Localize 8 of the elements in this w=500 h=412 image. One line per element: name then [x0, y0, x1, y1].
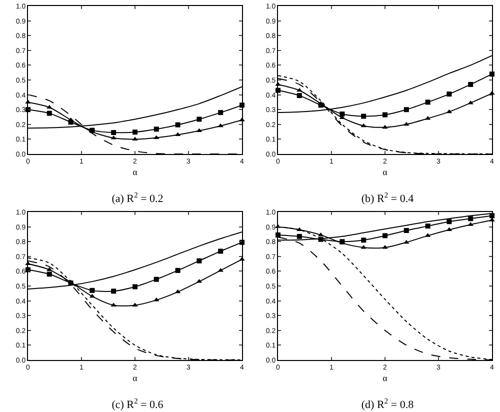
x-axis-title: α [132, 167, 138, 178]
x-axis-title: α [382, 373, 388, 384]
x-axis-title: α [132, 373, 138, 384]
x-axis-title: α [382, 167, 388, 178]
text: (a) R$^{2}$ = 0.2 [112, 190, 164, 205]
text: (d) R$^{2}$ = 0.8 [361, 396, 414, 411]
text: (c) R$^{2}$ = 0.6 [112, 396, 164, 411]
text: (b) R$^{2}$ = 0.4 [361, 190, 414, 205]
